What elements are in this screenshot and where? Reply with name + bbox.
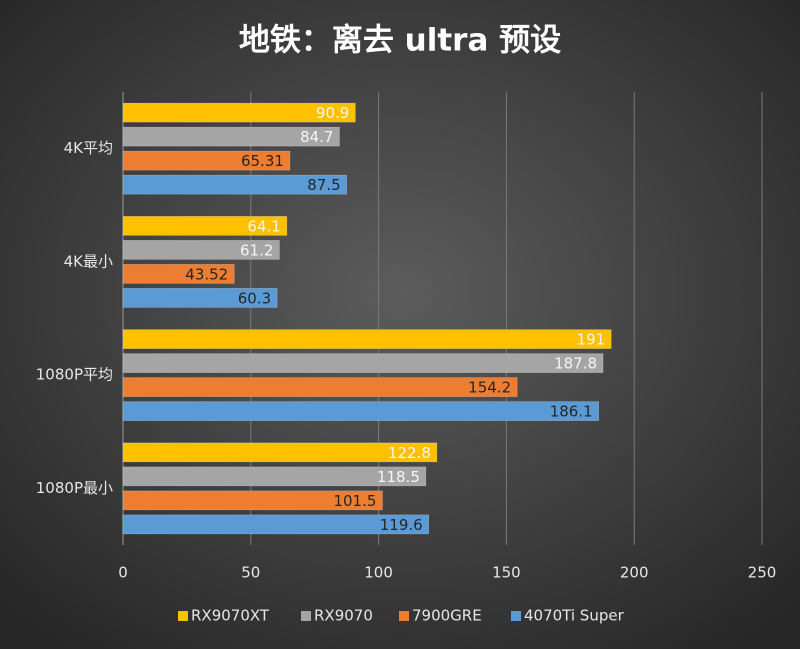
- y-tick-label: 4K最小: [64, 252, 113, 270]
- y-tick-label: 1080P平均: [36, 366, 113, 384]
- legend-label: 7900GRE: [412, 607, 482, 625]
- bar: [122, 126, 340, 147]
- bar: [122, 329, 612, 349]
- value-label: 64.1: [247, 217, 280, 235]
- x-tick-label: 50: [241, 564, 260, 582]
- x-tick-label: 100: [364, 564, 393, 582]
- value-label: 191: [577, 331, 606, 349]
- bar: [122, 442, 438, 463]
- x-tick-label: 200: [620, 564, 649, 582]
- legend-label: 4070Ti Super: [524, 607, 625, 625]
- legend-swatch: [511, 611, 521, 621]
- value-label: 187.8: [554, 355, 597, 373]
- bar: [122, 102, 356, 123]
- value-label: 61.2: [240, 241, 273, 259]
- legend-label: RX9070: [314, 607, 373, 625]
- value-label: 119.6: [380, 516, 423, 534]
- bar: [122, 514, 429, 535]
- bar: [122, 377, 518, 397]
- value-label: 90.9: [316, 104, 349, 122]
- x-tick-label: 250: [748, 564, 777, 582]
- value-label: 186.1: [550, 403, 593, 421]
- chart-title: 地铁：离去 ultra 预设: [239, 23, 561, 59]
- bar: [122, 264, 235, 284]
- bar: [122, 466, 427, 487]
- y-tick-label: 4K平均: [64, 139, 113, 157]
- bar: [122, 174, 347, 195]
- value-label: 84.7: [300, 128, 333, 146]
- legend-swatch: [301, 611, 311, 621]
- legend-label: RX9070XT: [191, 607, 270, 625]
- bar: [122, 401, 599, 421]
- value-label: 87.5: [307, 176, 340, 194]
- bar: [122, 353, 604, 373]
- y-tick-label: 1080P最小: [36, 479, 113, 497]
- value-label: 101.5: [333, 492, 376, 510]
- legend-swatch: [178, 611, 188, 621]
- x-tick-label: 150: [492, 564, 521, 582]
- bar: [122, 216, 288, 236]
- legend-swatch: [399, 611, 409, 621]
- value-label: 154.2: [468, 379, 511, 397]
- value-label: 122.8: [388, 444, 431, 462]
- value-label: 118.5: [377, 468, 420, 486]
- value-label: 43.52: [185, 265, 228, 283]
- value-label: 65.31: [241, 152, 284, 170]
- bar: [122, 288, 278, 308]
- bar: [122, 150, 291, 171]
- bar: [122, 490, 383, 511]
- bar: [122, 240, 280, 260]
- x-tick-label: 0: [118, 564, 128, 582]
- value-label: 60.3: [238, 289, 271, 307]
